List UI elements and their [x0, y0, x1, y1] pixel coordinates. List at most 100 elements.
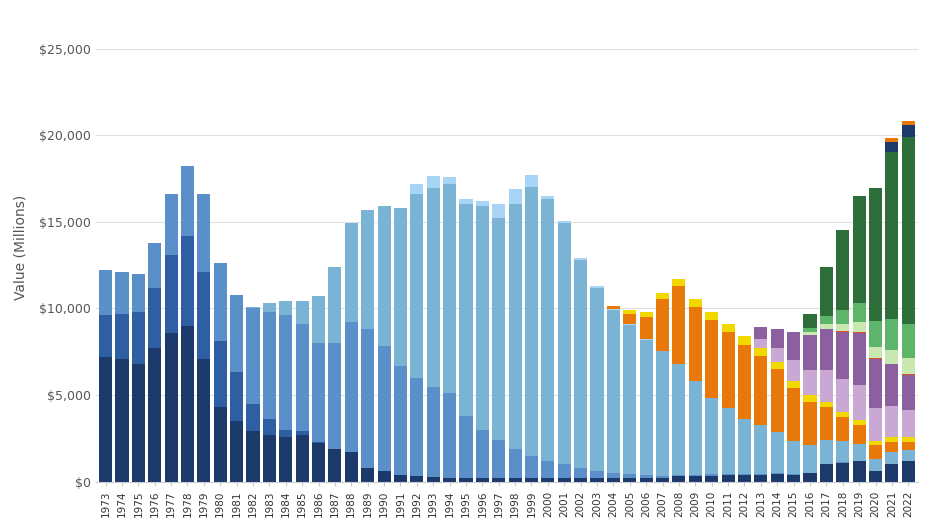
Bar: [656, 476, 669, 478]
Bar: [836, 230, 849, 310]
Bar: [820, 316, 833, 324]
Bar: [787, 360, 801, 381]
Bar: [394, 365, 407, 475]
Y-axis label: Value (Millions): Value (Millions): [14, 195, 28, 301]
Bar: [885, 319, 898, 350]
Bar: [902, 375, 915, 409]
Bar: [885, 364, 898, 406]
Bar: [853, 322, 866, 331]
Bar: [853, 425, 866, 444]
Bar: [459, 416, 473, 478]
Bar: [803, 335, 816, 370]
Bar: [853, 303, 866, 322]
Bar: [820, 329, 833, 371]
Bar: [263, 435, 276, 482]
Bar: [443, 478, 456, 482]
Bar: [803, 473, 816, 482]
Bar: [836, 379, 849, 412]
Bar: [902, 442, 915, 450]
Bar: [492, 440, 505, 478]
Bar: [738, 419, 751, 475]
Bar: [721, 332, 734, 408]
Bar: [902, 121, 915, 125]
Bar: [885, 350, 898, 364]
Bar: [787, 441, 801, 474]
Bar: [820, 401, 833, 407]
Bar: [131, 312, 144, 364]
Bar: [525, 456, 538, 478]
Bar: [639, 317, 652, 339]
Bar: [869, 321, 882, 347]
Bar: [787, 381, 801, 388]
Bar: [148, 288, 161, 348]
Bar: [853, 333, 866, 386]
Bar: [771, 432, 784, 473]
Bar: [361, 210, 375, 329]
Bar: [525, 175, 538, 187]
Bar: [639, 339, 652, 475]
Bar: [803, 445, 816, 473]
Bar: [885, 452, 898, 464]
Bar: [689, 299, 702, 307]
Bar: [607, 473, 620, 478]
Bar: [902, 125, 915, 136]
Bar: [116, 314, 129, 358]
Bar: [427, 188, 440, 387]
Bar: [246, 306, 259, 309]
Bar: [246, 309, 259, 404]
Bar: [410, 184, 423, 194]
Bar: [787, 475, 801, 482]
Bar: [295, 431, 308, 435]
Bar: [476, 430, 489, 478]
Bar: [557, 464, 570, 478]
Bar: [656, 293, 669, 299]
Bar: [706, 320, 719, 398]
Bar: [672, 286, 686, 364]
Bar: [902, 409, 915, 437]
Bar: [738, 345, 751, 419]
Bar: [853, 386, 866, 420]
Bar: [869, 459, 882, 471]
Bar: [230, 421, 243, 482]
Bar: [820, 464, 833, 482]
Bar: [280, 302, 293, 315]
Bar: [689, 307, 702, 381]
Bar: [803, 328, 816, 332]
Bar: [853, 461, 866, 482]
Bar: [246, 404, 259, 431]
Bar: [771, 370, 784, 432]
Bar: [198, 272, 211, 358]
Bar: [377, 471, 391, 482]
Bar: [410, 194, 423, 378]
Bar: [525, 478, 538, 482]
Bar: [721, 324, 734, 332]
Bar: [328, 343, 341, 449]
Bar: [853, 420, 866, 425]
Bar: [902, 324, 915, 358]
Bar: [131, 364, 144, 482]
Bar: [820, 407, 833, 440]
Bar: [312, 296, 325, 343]
Bar: [295, 435, 308, 482]
Bar: [820, 371, 833, 401]
Bar: [198, 194, 211, 272]
Bar: [624, 474, 637, 478]
Bar: [639, 312, 652, 317]
Bar: [345, 224, 358, 322]
Bar: [476, 201, 489, 206]
Bar: [820, 324, 833, 329]
Bar: [328, 449, 341, 482]
Bar: [803, 332, 816, 335]
Bar: [312, 443, 325, 482]
Bar: [689, 475, 702, 476]
Bar: [541, 196, 555, 199]
Bar: [738, 336, 751, 345]
Bar: [639, 475, 652, 478]
Bar: [148, 348, 161, 482]
Bar: [721, 475, 734, 482]
Bar: [591, 478, 604, 482]
Bar: [656, 351, 669, 476]
Bar: [591, 288, 604, 471]
Bar: [836, 463, 849, 482]
Bar: [706, 312, 719, 320]
